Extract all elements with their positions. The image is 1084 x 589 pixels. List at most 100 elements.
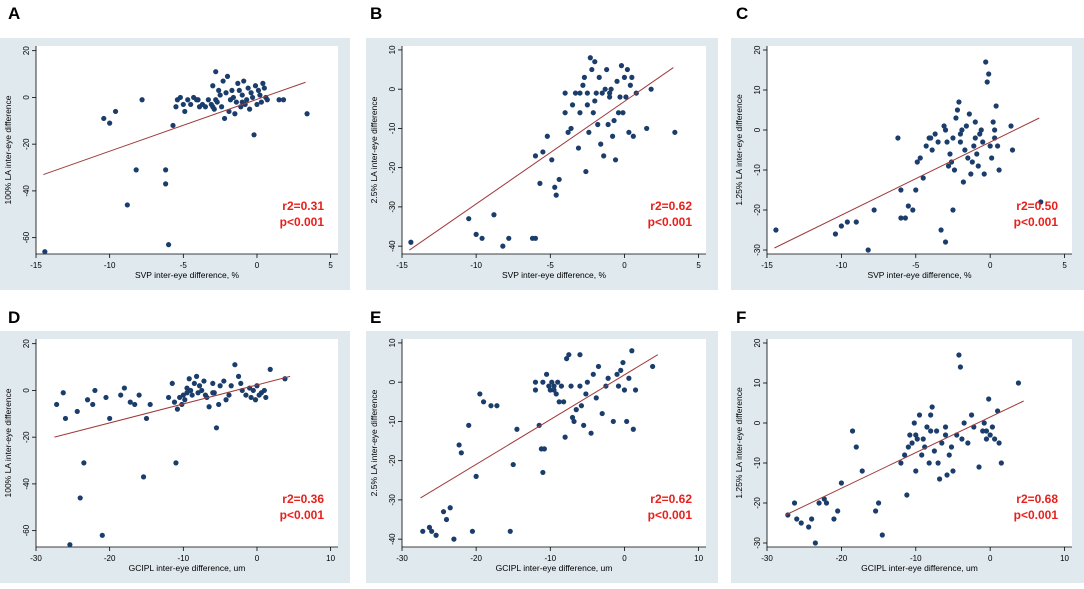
data-point	[577, 90, 583, 96]
y-tick-label: 0	[388, 86, 397, 91]
y-tick-label: -20	[753, 497, 762, 509]
data-point	[794, 516, 800, 522]
data-point	[1015, 380, 1022, 386]
x-tick-label: -20	[836, 554, 848, 563]
data-point	[942, 127, 949, 133]
data-point	[965, 440, 971, 446]
data-point	[233, 99, 239, 105]
data-point	[595, 363, 602, 370]
x-tick-label: -10	[836, 261, 848, 270]
y-tick-label: -40	[388, 533, 397, 545]
data-point	[962, 147, 968, 153]
data-point	[173, 460, 179, 466]
data-point	[983, 428, 990, 434]
data-point	[244, 97, 250, 103]
data-point	[191, 380, 197, 387]
x-axis-title: GCIPL inter-eye difference, um	[129, 563, 246, 573]
data-point	[276, 97, 282, 103]
panel-letter-f: F	[736, 308, 747, 327]
data-point	[569, 414, 576, 421]
data-point	[907, 432, 913, 438]
data-point	[917, 155, 923, 161]
data-point	[590, 110, 596, 116]
x-tick-label: -15	[761, 261, 773, 270]
y-tick-label: -40	[22, 185, 31, 197]
data-point	[986, 396, 992, 402]
data-point	[562, 434, 568, 440]
data-point	[902, 215, 908, 221]
data-point	[241, 78, 247, 84]
data-point	[74, 408, 80, 415]
data-point	[549, 379, 555, 385]
data-point	[632, 387, 639, 393]
data-point	[956, 352, 962, 358]
data-point	[257, 92, 263, 98]
data-point	[1008, 123, 1014, 129]
data-point	[853, 219, 859, 225]
data-point	[429, 528, 435, 534]
scatter-plot-b: -15 -10 -5 0 5 -40 -30 -20 -10 0 10 SVP inter-eye d…	[366, 38, 718, 290]
data-point	[250, 387, 256, 394]
data-point	[171, 399, 178, 405]
data-point	[60, 390, 66, 396]
x-tick-label: -20	[104, 554, 116, 563]
data-point	[990, 119, 996, 125]
data-point	[672, 129, 678, 135]
data-point	[902, 452, 908, 458]
data-point	[581, 422, 587, 428]
scatter-panel-c: -15 -10 -5 0 5 -30 -20 -10 0 10 20 SVP inter-eye di…	[731, 38, 1084, 290]
y-tick-label: -20	[388, 454, 397, 466]
data-point	[469, 528, 476, 534]
r2-label: r2=0.50	[1016, 199, 1058, 213]
data-point	[920, 436, 926, 442]
data-point	[911, 420, 917, 426]
data-point	[1038, 199, 1044, 205]
x-axis-title: SVP inter-eye difference, %	[867, 270, 972, 280]
data-point	[189, 392, 195, 398]
data-point	[974, 151, 980, 157]
data-point	[956, 99, 962, 105]
data-point	[614, 371, 620, 377]
x-tick-label: -10	[545, 554, 557, 563]
data-point	[596, 74, 602, 80]
data-point	[929, 147, 935, 153]
data-point	[229, 87, 235, 94]
y-tick-label: 0	[22, 388, 31, 393]
plot-area	[36, 46, 338, 254]
data-point	[954, 107, 961, 113]
data-point	[532, 387, 539, 393]
data-point	[84, 397, 91, 403]
data-point	[610, 418, 616, 425]
data-point	[932, 131, 938, 137]
x-tick-label: 5	[328, 261, 333, 270]
data-point	[540, 149, 546, 155]
x-tick-label: -10	[470, 261, 482, 270]
data-point	[42, 249, 48, 255]
data-point	[950, 135, 956, 141]
regression-line	[785, 400, 1024, 516]
data-point	[975, 163, 981, 169]
data-point	[968, 412, 975, 418]
data-point	[132, 401, 138, 408]
data-point	[948, 444, 955, 450]
data-point	[879, 532, 885, 538]
y-tick-label: -30	[753, 244, 762, 256]
data-point	[537, 180, 543, 186]
data-point	[451, 536, 457, 542]
data-point	[62, 415, 69, 422]
data-point	[924, 424, 930, 430]
data-point	[791, 500, 798, 506]
data-point	[420, 528, 426, 534]
data-point	[223, 90, 229, 96]
data-point	[590, 371, 596, 377]
data-point	[561, 399, 567, 405]
data-point	[963, 123, 969, 129]
data-point	[165, 394, 172, 401]
data-point	[584, 379, 590, 385]
data-point	[584, 90, 590, 96]
data-point	[182, 108, 188, 115]
data-point	[408, 239, 414, 245]
data-point	[243, 392, 249, 398]
y-tick-label: -10	[388, 415, 397, 427]
y-tick-label: 10	[753, 85, 762, 94]
